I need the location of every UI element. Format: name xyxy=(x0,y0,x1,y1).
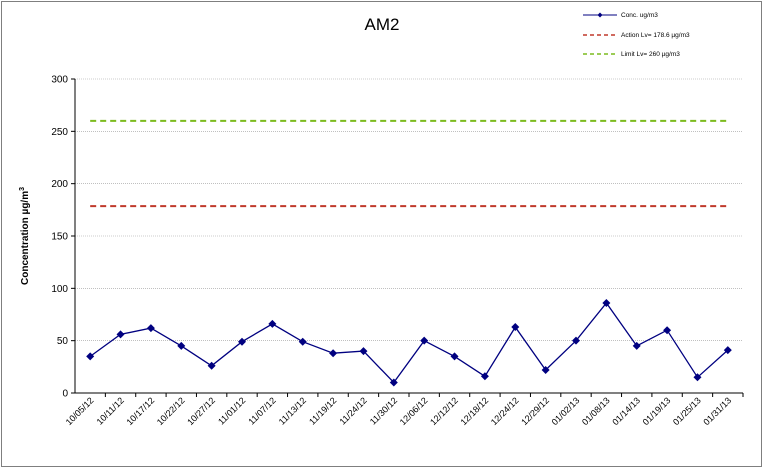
y-axis-label-superscript: 3 xyxy=(19,187,26,191)
data-point xyxy=(420,336,429,345)
x-axis-ticks: 10/05/1210/11/1210/17/1210/22/1210/27/12… xyxy=(64,393,744,427)
data-point xyxy=(693,373,702,382)
series-line xyxy=(89,301,729,384)
x-tick-label: 01/02/13 xyxy=(550,395,582,427)
data-point xyxy=(329,349,338,358)
data-point xyxy=(268,319,277,328)
data-point xyxy=(541,365,550,374)
legend: Conc. ug/m3 Action Lv= 178.6 µg/m3 Limit… xyxy=(583,12,690,58)
y-tick-label: 300 xyxy=(51,75,68,86)
x-tick-label: 12/24/12 xyxy=(489,395,521,427)
y-axis-label: Concentration µg/m3 xyxy=(19,187,31,285)
data-point xyxy=(632,341,641,350)
y-axis-label-main: Concentration µg/m xyxy=(20,191,31,285)
x-tick-label: 10/11/12 xyxy=(95,395,126,426)
series-conc xyxy=(86,298,732,387)
x-tick-label: 12/06/12 xyxy=(398,395,430,427)
x-tick-label: 10/22/12 xyxy=(155,395,187,427)
y-tick-label: 200 xyxy=(51,179,68,190)
x-tick-label: 01/19/13 xyxy=(641,395,673,427)
x-tick-label: 01/25/13 xyxy=(671,395,703,427)
chart-title: AM2 xyxy=(365,15,400,34)
data-point xyxy=(238,337,246,346)
y-axis-ticks: 0 50 100 150 200 250 300 xyxy=(51,75,75,400)
x-tick-label: 11/07/12 xyxy=(246,395,277,426)
y-tick-label: 250 xyxy=(51,127,68,138)
data-point xyxy=(723,346,732,355)
legend-label-action: Action Lv= 178.6 µg/m3 xyxy=(621,32,690,39)
data-point xyxy=(177,341,186,350)
x-tick-label: 11/13/12 xyxy=(277,395,308,426)
data-point xyxy=(207,361,216,370)
data-point xyxy=(572,336,580,345)
x-tick-label: 12/12/12 xyxy=(428,395,460,427)
x-tick-label: 11/30/12 xyxy=(368,395,399,426)
x-tick-label: 01/14/13 xyxy=(610,395,642,427)
data-point xyxy=(663,326,672,335)
x-tick-label: 12/18/12 xyxy=(458,395,490,427)
x-tick-label: 01/08/13 xyxy=(580,395,612,427)
legend-marker-conc xyxy=(597,12,603,18)
data-point xyxy=(480,372,489,381)
x-tick-label: 11/24/12 xyxy=(337,395,368,426)
data-point xyxy=(511,323,520,332)
data-point xyxy=(389,378,398,387)
gridlines xyxy=(75,78,743,341)
x-tick-label: 10/27/12 xyxy=(185,395,217,427)
legend-label-conc: Conc. ug/m3 xyxy=(621,12,658,19)
y-tick-label: 100 xyxy=(51,284,68,295)
data-point xyxy=(86,352,95,361)
x-tick-label: 01/31/13 xyxy=(701,395,733,427)
axes xyxy=(74,79,743,394)
x-tick-label: 11/01/12 xyxy=(216,395,247,426)
x-tick-label: 10/17/12 xyxy=(124,395,156,427)
y-tick-label: 150 xyxy=(51,232,68,243)
legend-label-limit: Limit Lv= 260 µg/m3 xyxy=(621,51,680,58)
y-tick-label: 0 xyxy=(62,389,68,400)
x-tick-label: 12/29/12 xyxy=(519,395,551,427)
data-point xyxy=(450,352,459,361)
x-tick-label: 10/05/12 xyxy=(64,395,96,427)
y-tick-label: 50 xyxy=(57,336,69,347)
data-point xyxy=(146,324,155,333)
data-point xyxy=(298,337,307,346)
data-point xyxy=(602,298,611,307)
x-tick-label: 11/19/12 xyxy=(307,395,338,426)
data-point xyxy=(359,347,368,356)
reference-lines xyxy=(90,119,728,208)
data-point xyxy=(116,330,125,339)
